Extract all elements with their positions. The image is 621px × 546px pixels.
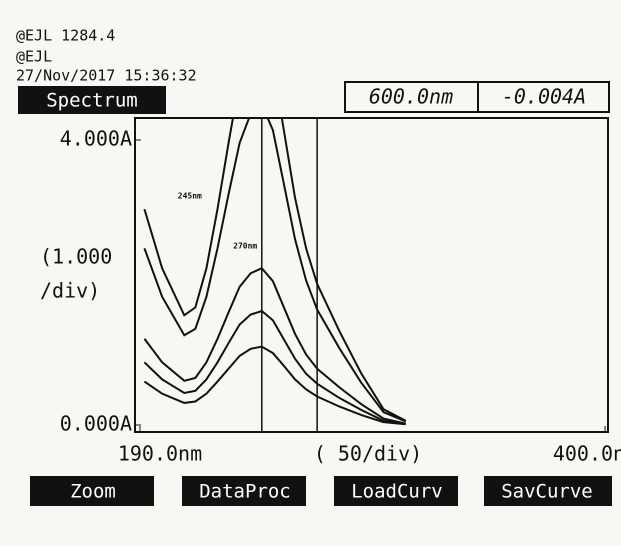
spectrum-curve xyxy=(143,118,407,422)
spectrum-curve xyxy=(143,309,406,425)
mode: Spectrum xyxy=(46,90,138,112)
button-label[interactable]: DataProc xyxy=(199,481,291,503)
button[interactable] xyxy=(334,476,458,506)
header-line: @EJL xyxy=(16,48,52,66)
y-tick-label: 4.000A xyxy=(60,127,132,151)
plot-frame xyxy=(134,117,609,433)
spectrum-curve xyxy=(143,267,406,425)
x-tick-label: 190.0nm xyxy=(118,442,202,466)
mode-box xyxy=(18,86,166,114)
marker-label: 245nm xyxy=(178,192,202,201)
button-label[interactable]: SavCurve xyxy=(501,481,593,503)
x-axis-label: ( 50/div) xyxy=(314,442,422,466)
marker-label: 270nm xyxy=(233,242,257,251)
y-axis-label: (1.000 xyxy=(40,245,112,269)
absorbance: -0.004A xyxy=(502,85,586,109)
button[interactable] xyxy=(30,476,154,506)
button[interactable] xyxy=(182,476,306,506)
timestamp: 27/Nov/2017 15:36:32 xyxy=(16,67,197,85)
button-bar: Zoom DataProc LoadCurv SavCurve xyxy=(30,476,612,506)
button[interactable] xyxy=(484,476,612,506)
x-tick-label: 400.0nm xyxy=(553,442,621,466)
wavelength: 600.0nm xyxy=(369,85,453,109)
spectrum-curve xyxy=(143,118,407,423)
button-label[interactable]: Zoom xyxy=(70,481,116,503)
y-axis-label: /div) xyxy=(40,279,100,303)
spectrum-curve xyxy=(143,345,406,426)
header-line: @EJL 1284.4 xyxy=(16,27,115,45)
button-label[interactable]: LoadCurv xyxy=(351,481,443,503)
y-tick-label: 0.000A xyxy=(60,412,132,436)
